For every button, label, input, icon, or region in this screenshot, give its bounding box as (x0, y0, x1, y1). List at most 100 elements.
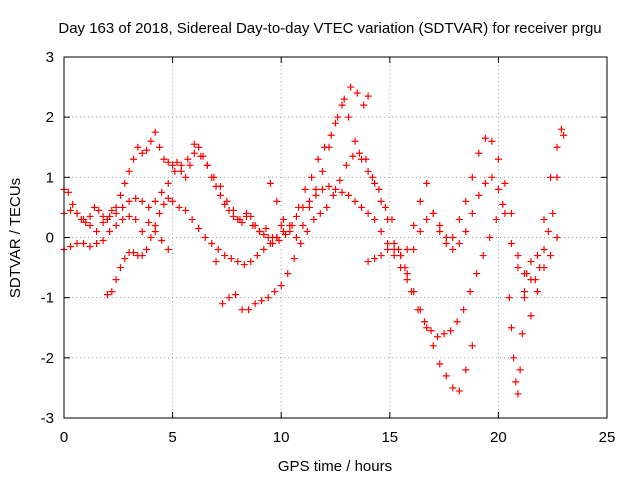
data-point (116, 191, 124, 199)
data-point (151, 221, 159, 229)
data-point (134, 143, 142, 151)
data-point (345, 113, 353, 121)
data-point (116, 264, 124, 272)
y-tick-label: -3 (41, 410, 54, 427)
data-point (453, 318, 461, 326)
data-point (164, 246, 172, 254)
data-point (338, 188, 346, 196)
data-point (377, 252, 385, 260)
x-tick-labels: 0 5 10 15 20 25 (60, 429, 616, 446)
data-point (507, 240, 515, 248)
data-point (358, 203, 366, 211)
data-point (138, 149, 146, 157)
data-point (334, 113, 342, 121)
series-track-g (364, 173, 561, 320)
data-point (260, 246, 268, 254)
data-point (143, 246, 151, 254)
data-point (169, 161, 177, 169)
chart-title: Day 163 of 2018, Sidereal Day-to-day VTE… (58, 20, 601, 37)
data-point (501, 209, 509, 217)
data-point (514, 252, 522, 260)
data-point (143, 146, 151, 154)
data-point (93, 240, 101, 248)
data-point (364, 92, 372, 100)
x-tick-label: 5 (168, 429, 176, 446)
data-point (408, 288, 416, 296)
data-point (462, 366, 470, 374)
plot-frame (63, 56, 608, 419)
data-point (86, 243, 94, 251)
data-point (547, 252, 555, 260)
data-point (112, 209, 120, 217)
x-tick-label: 20 (490, 429, 507, 446)
data-point (208, 240, 216, 248)
data-point (240, 261, 248, 269)
data-point (160, 155, 168, 163)
data-point (190, 140, 198, 148)
data-point (475, 191, 483, 199)
grid-lines (64, 57, 607, 418)
data-point (518, 330, 526, 338)
data-point (553, 143, 561, 151)
data-point (494, 185, 502, 193)
data-point (297, 240, 305, 248)
data-point (164, 194, 172, 202)
data-point (351, 197, 359, 205)
data-markers (60, 83, 568, 398)
data-point (308, 173, 316, 181)
data-point (130, 249, 138, 257)
data-point (95, 206, 103, 214)
data-point (147, 234, 155, 241)
data-point (145, 203, 153, 211)
data-point (253, 252, 261, 260)
data-point (312, 185, 320, 193)
data-point (364, 209, 372, 217)
data-point (531, 276, 539, 284)
data-point (384, 246, 392, 254)
data-point (99, 218, 107, 226)
axis-ticks (63, 56, 608, 419)
y-tick-label: -1 (41, 290, 54, 307)
data-point (455, 215, 463, 223)
data-point (264, 294, 272, 302)
data-point (190, 149, 198, 157)
data-point (377, 227, 385, 235)
data-point (449, 234, 457, 241)
data-point (197, 152, 205, 160)
data-point (338, 101, 346, 109)
data-point (314, 155, 322, 163)
data-point (292, 212, 300, 220)
data-point (138, 197, 146, 205)
data-point (132, 194, 140, 202)
data-point (201, 234, 209, 241)
data-point (516, 366, 524, 374)
data-point (360, 101, 368, 109)
data-point (390, 246, 398, 254)
data-point (512, 378, 520, 386)
data-point (429, 342, 437, 350)
data-point (488, 173, 496, 181)
data-point (371, 215, 379, 223)
data-point (358, 155, 366, 163)
data-point (332, 119, 339, 127)
data-point (318, 167, 326, 175)
data-point (232, 291, 240, 299)
data-point (494, 155, 502, 163)
data-point (340, 95, 348, 103)
data-point (112, 203, 120, 211)
series-track-d (103, 182, 476, 395)
data-point (462, 227, 470, 235)
data-point (368, 173, 376, 181)
data-point (301, 185, 309, 193)
data-point (449, 246, 457, 254)
data-point (245, 306, 253, 314)
data-point (119, 215, 127, 223)
data-point (182, 173, 190, 181)
y-tick-label: 3 (46, 49, 54, 66)
data-point (164, 179, 172, 187)
data-point (260, 230, 268, 238)
data-point (106, 212, 114, 220)
data-point (486, 234, 494, 241)
data-point (138, 227, 146, 235)
data-point (164, 158, 172, 166)
